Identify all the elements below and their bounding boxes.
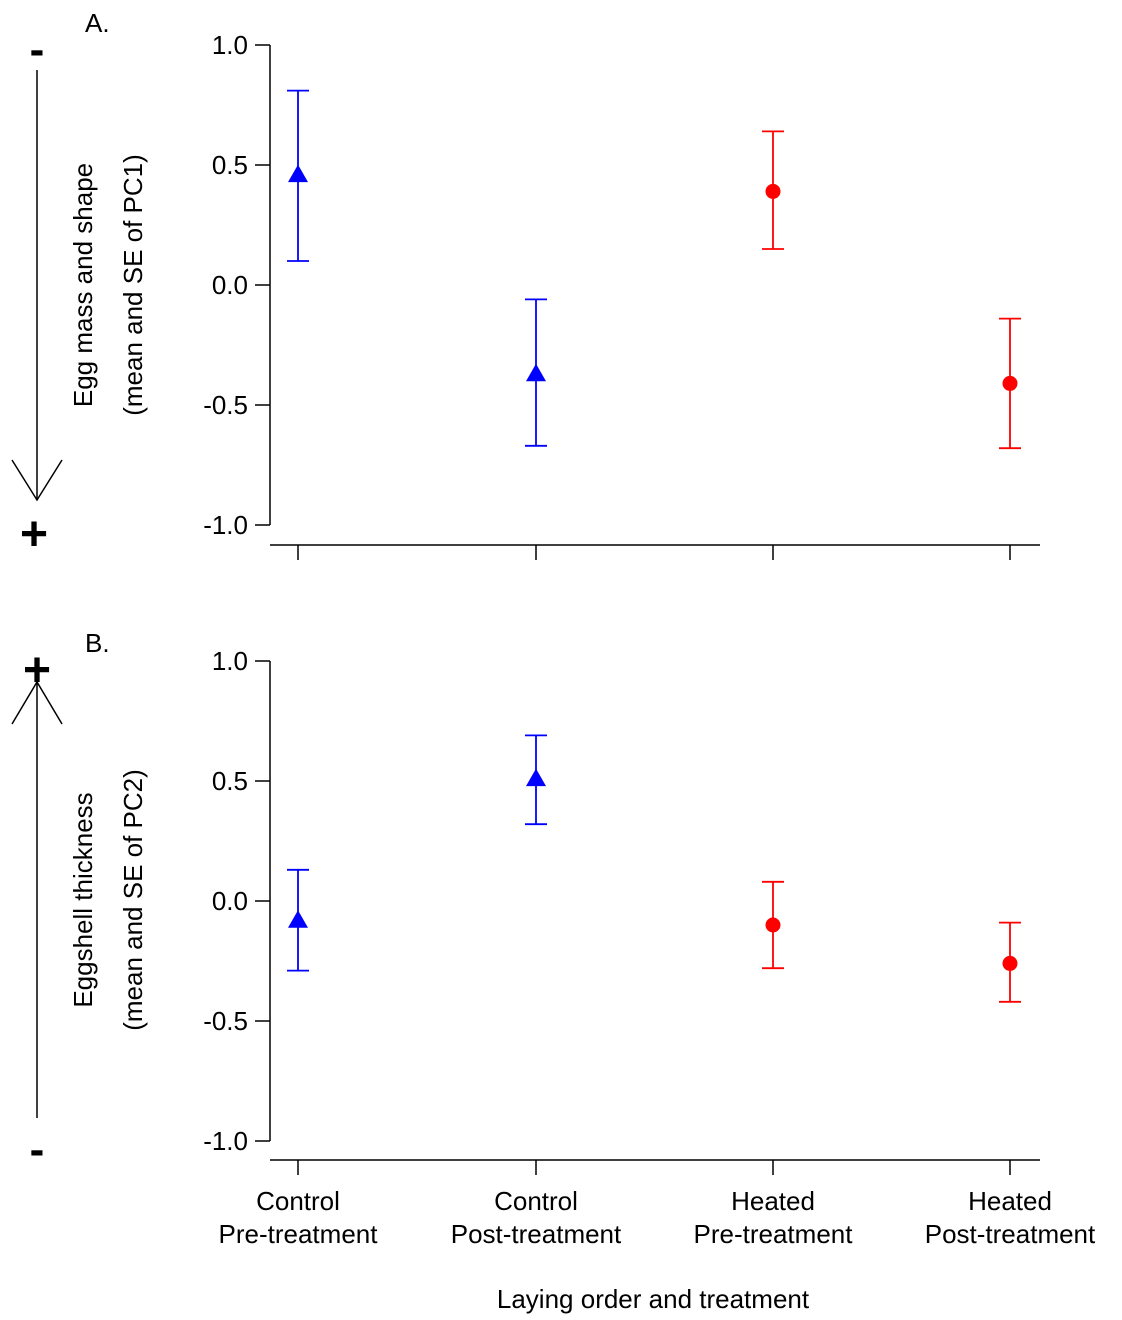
x-category-label: Heated xyxy=(968,1186,1052,1216)
mean-marker-triangle xyxy=(288,910,308,928)
panel-b-arrow-head xyxy=(11,680,63,725)
panel-b-arrow-bottom-sign: - xyxy=(30,1125,45,1174)
panel-b-y-axis: 1.0 0.5 0.0 -0.5 -1.0 xyxy=(203,646,271,1156)
panel-a-point-1 xyxy=(525,298,547,447)
x-category-label: Heated xyxy=(731,1186,815,1216)
panel-a-y-tick-label: -1.0 xyxy=(203,510,248,540)
panel-a-y-tick-label: 0.5 xyxy=(212,150,248,180)
panel-b-plot xyxy=(287,734,1021,1003)
mean-marker-triangle xyxy=(526,768,546,787)
panel-a-y-tick-label: 0.0 xyxy=(212,270,248,300)
panel-a-label: A. xyxy=(85,8,110,38)
x-category-label: Post-treatment xyxy=(925,1219,1096,1249)
panel-b-ylabel-line2: (mean and SE of PC2) xyxy=(118,769,148,1031)
panel-b-y-tick-label: -0.5 xyxy=(203,1006,248,1036)
panel-a-ylabel-line2: (mean and SE of PC1) xyxy=(118,154,148,416)
panel-b-point-2 xyxy=(762,880,784,970)
panel-a-point-0 xyxy=(287,89,309,262)
panel-a-ylabel-line1: Egg mass and shape xyxy=(68,163,98,407)
panel-a-y-tick-label: 1.0 xyxy=(212,30,248,60)
panel-b-ylabel-line1: Eggshell thickness xyxy=(68,792,98,1007)
panel-b-y-tick-label: 0.5 xyxy=(212,766,248,796)
panel-a-arrow-head xyxy=(11,459,63,502)
x-category-label: Control xyxy=(494,1186,578,1216)
x-category-label: Control xyxy=(256,1186,340,1216)
panel-b-point-1 xyxy=(525,734,547,826)
x-axis-title: Laying order and treatment xyxy=(497,1284,810,1314)
mean-marker-triangle xyxy=(288,164,308,183)
panel-a-y-axis: 1.0 0.5 0.0 -0.5 -1.0 xyxy=(203,30,271,540)
panel-a-arrow-bottom-sign: + xyxy=(20,508,48,561)
panel-a-point-3 xyxy=(999,317,1021,450)
panel-a-point-2 xyxy=(762,130,784,250)
panel-b-x-ticks xyxy=(297,1160,1011,1175)
x-category-label: Pre-treatment xyxy=(694,1219,854,1249)
panel-a-x-ticks xyxy=(297,545,1011,560)
panel-b-y-ticks: 1.0 0.5 0.0 -0.5 -1.0 xyxy=(203,646,270,1156)
mean-marker-circle xyxy=(765,917,781,933)
panel-b-point-0 xyxy=(287,868,309,972)
panel-b-y-tick-label: 0.0 xyxy=(212,886,248,916)
x-category-label: Pre-treatment xyxy=(219,1219,379,1249)
panel-b-point-3 xyxy=(999,921,1021,1003)
mean-marker-circle xyxy=(1002,955,1018,971)
panel-b-y-tick-label: 1.0 xyxy=(212,646,248,676)
x-category-labels: ControlPre-treatmentControlPost-treatmen… xyxy=(219,1186,1097,1249)
panel-a-arrow-top-sign: - xyxy=(30,25,45,74)
panel-a-plot xyxy=(287,89,1021,450)
mean-marker-triangle xyxy=(526,363,546,382)
x-category-label: Post-treatment xyxy=(451,1219,622,1249)
panel-b-x-axis xyxy=(270,1159,1040,1175)
panel-a-y-tick-label: -0.5 xyxy=(203,390,248,420)
panel-b: B. + - Eggshell thickness (mean and SE o… xyxy=(11,628,1097,1314)
panel-a-x-axis xyxy=(270,544,1040,560)
panel-b-y-tick-label: -1.0 xyxy=(203,1126,248,1156)
panel-a: A. - + Egg mass and shape (mean and SE o… xyxy=(11,8,1040,561)
panel-a-y-ticks: 1.0 0.5 0.0 -0.5 -1.0 xyxy=(203,30,270,540)
panel-b-label: B. xyxy=(85,628,110,658)
mean-marker-circle xyxy=(1002,375,1018,391)
mean-marker-circle xyxy=(765,183,781,199)
